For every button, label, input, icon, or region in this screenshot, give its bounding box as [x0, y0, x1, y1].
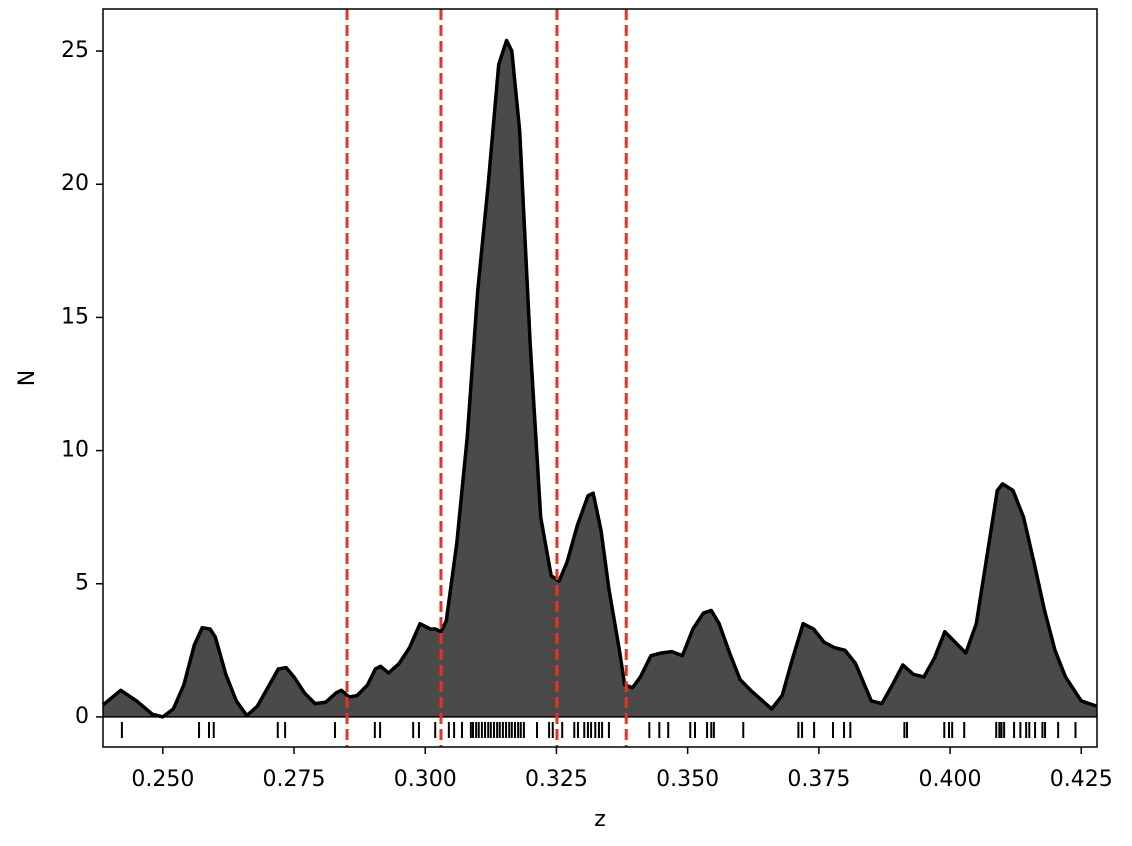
x-tick-label: 0.425: [1050, 767, 1113, 792]
y-tick-label: 5: [75, 571, 89, 596]
x-tick-label: 0.325: [525, 767, 588, 792]
y-tick-label: 25: [61, 38, 89, 63]
x-axis-label: z: [594, 807, 606, 832]
x-tick-label: 0.400: [919, 767, 982, 792]
curve: [101, 38, 1098, 719]
y-axis-label: N: [15, 370, 40, 386]
y-tick-label: 0: [75, 704, 89, 729]
y-tick-label: 15: [61, 304, 89, 329]
x-tick-label: 0.275: [263, 767, 326, 792]
x-tick-label: 0.375: [787, 767, 850, 792]
plot-frame: [102, 8, 1098, 748]
x-tick-label: 0.250: [131, 767, 194, 792]
x-tick-label: 0.350: [656, 767, 719, 792]
x-tick-label: 0.300: [394, 767, 457, 792]
area: [103, 40, 1097, 717]
y-tick-label: 10: [61, 438, 89, 463]
y-tick-label: 20: [61, 171, 89, 196]
